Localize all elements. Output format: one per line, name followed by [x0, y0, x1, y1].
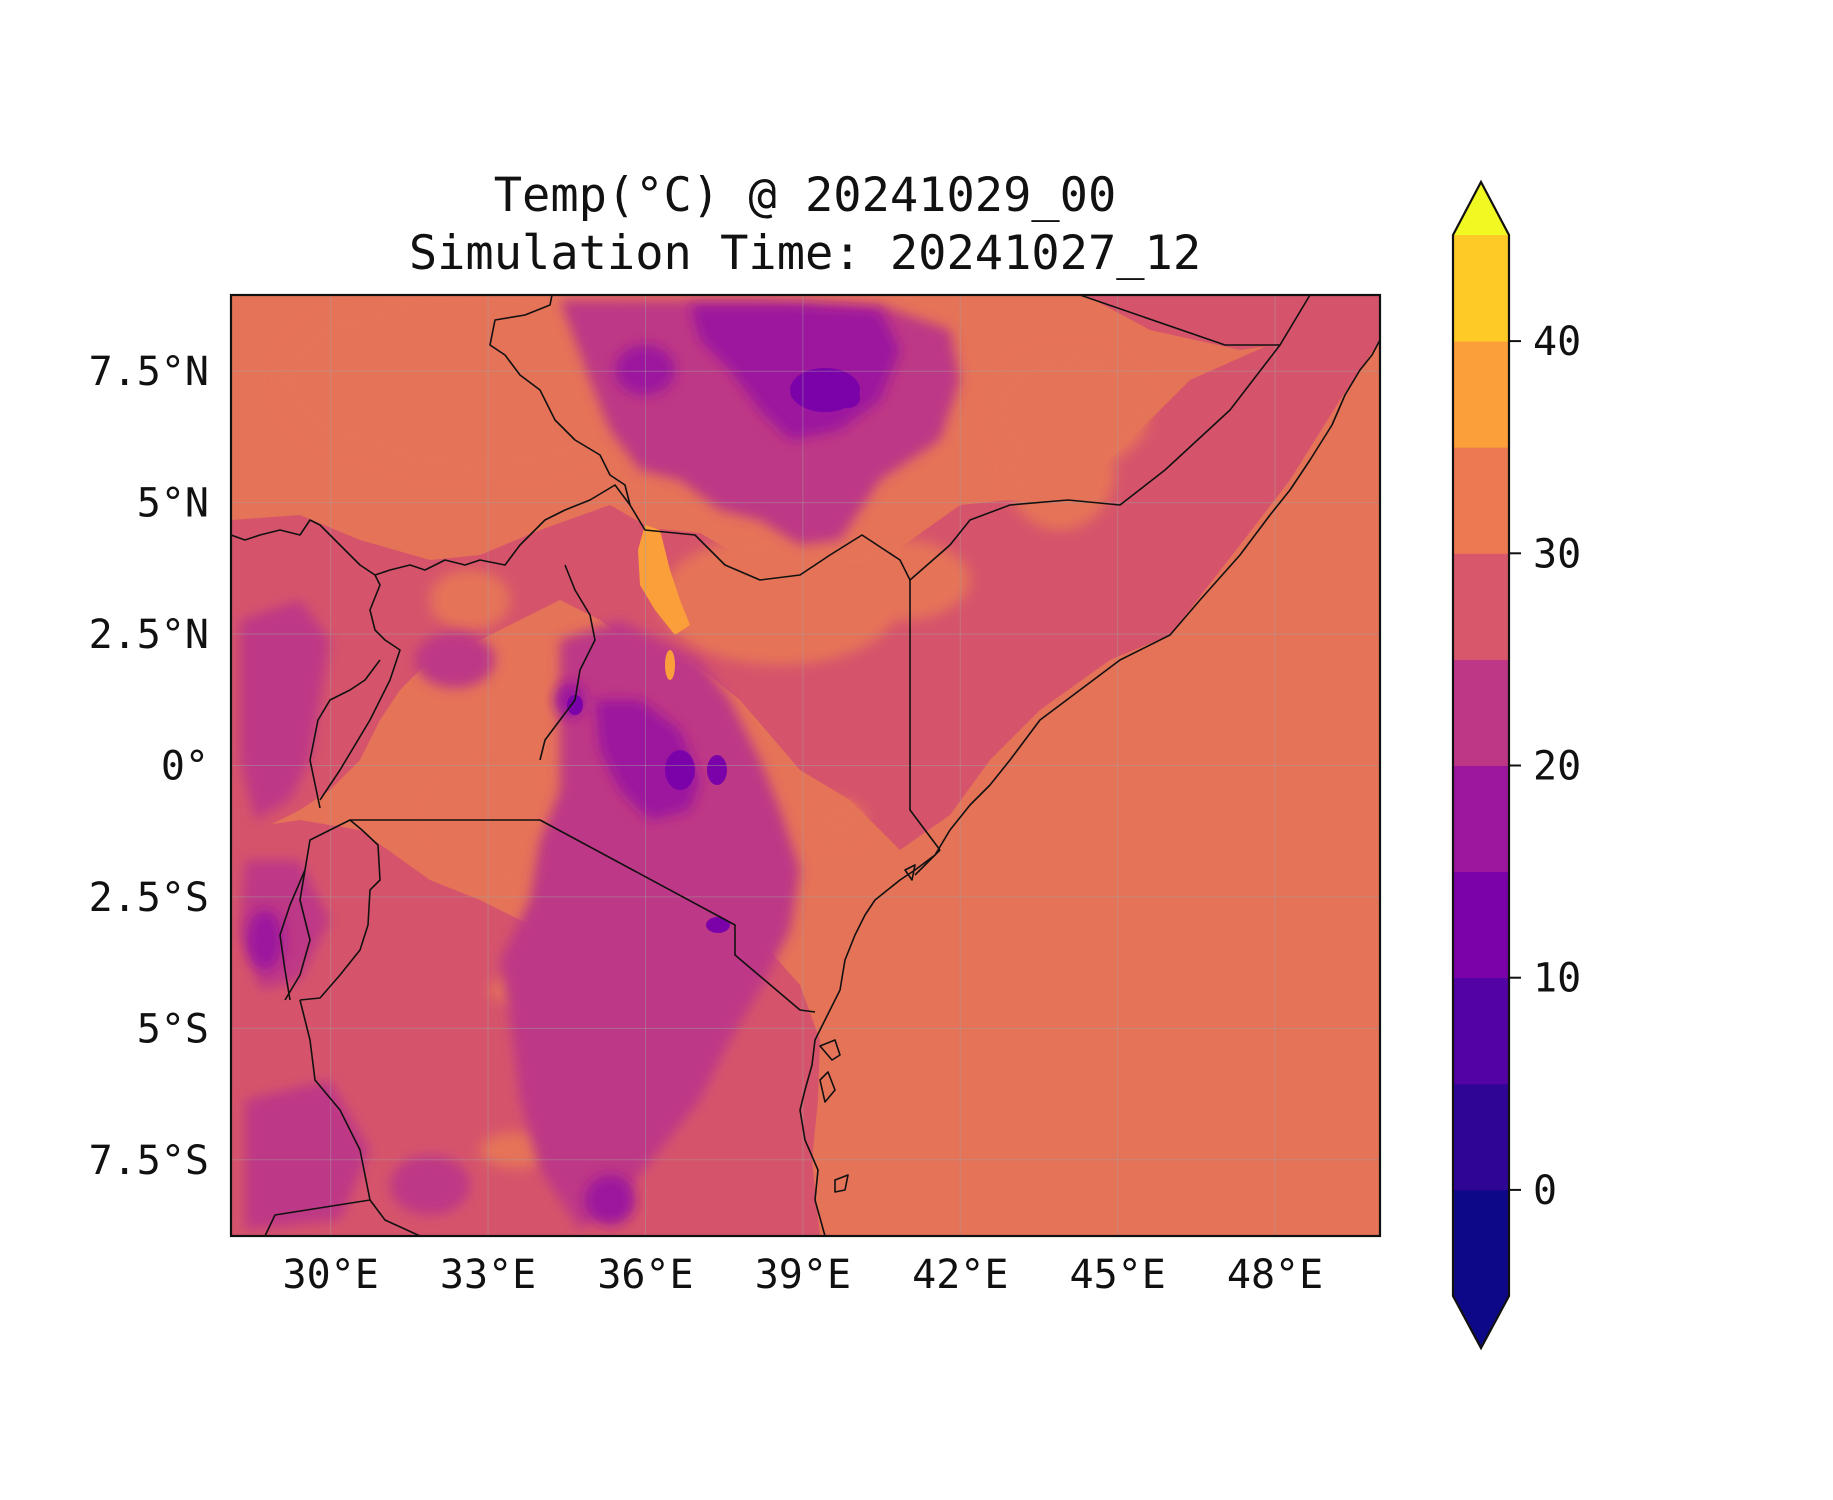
- x-tick-label: 30°E: [283, 1252, 379, 1298]
- temp-band-30-35: [638, 525, 690, 680]
- x-tick-label: 45°E: [1070, 1252, 1166, 1298]
- colorbar-tick-label: 40: [1533, 319, 1581, 365]
- colorbar-bin: [1453, 659, 1509, 766]
- map-gridlines: [231, 295, 1380, 1236]
- y-tick-label: 5°N: [137, 481, 209, 527]
- x-tick-label: 39°E: [755, 1252, 851, 1298]
- x-tick-label: 36°E: [597, 1252, 693, 1298]
- colorbar-bin: [1453, 1083, 1509, 1191]
- colorbar-bin: [1453, 871, 1509, 979]
- y-tick-label: 2.5°N: [89, 612, 209, 658]
- map-panel: [231, 295, 1380, 1236]
- x-axis-ticks: 30°E 33°E 36°E 39°E 42°E 45°E 48°E: [283, 1252, 1324, 1298]
- lake-victoria: [430, 752, 540, 895]
- coastline-and-borders: [231, 295, 1380, 1236]
- map-frame: [229, 293, 1382, 1238]
- x-tick-label: 33°E: [440, 1252, 536, 1298]
- colorbar-bin: [1453, 235, 1509, 342]
- colorbar-bin: [1453, 1189, 1509, 1297]
- colorbar-bin: [1453, 765, 1509, 873]
- y-tick-label: 5°S: [137, 1006, 209, 1052]
- colorbar: 0 10 20 30 40: [1451, 179, 1581, 1351]
- colorbar-tick-label: 30: [1533, 531, 1581, 577]
- colorbar-outline: [1451, 179, 1511, 1351]
- colorbar-tick-label: 20: [1533, 744, 1581, 790]
- colorbar-over-arrow: [1453, 182, 1509, 235]
- x-tick-label: 42°E: [912, 1252, 1008, 1298]
- y-tick-label: 7.5°S: [89, 1138, 209, 1184]
- colorbar-bin: [1453, 447, 1509, 554]
- temp-band-5-10: [567, 368, 860, 933]
- y-tick-label: 0°: [161, 744, 209, 790]
- map-title-line2: Simulation Time: 20241027_12: [408, 226, 1202, 281]
- y-axis-ticks: 7.5°N 5°N 2.5°N 0° 2.5°S 5°S 7.5°S: [89, 349, 209, 1184]
- y-tick-label: 7.5°N: [89, 349, 209, 395]
- colorbar-bin: [1453, 553, 1509, 660]
- x-tick-label: 48°E: [1227, 1252, 1323, 1298]
- colorbar-under-arrow: [1453, 1296, 1509, 1348]
- y-tick-label: 2.5°S: [89, 875, 209, 921]
- colorbar-bin: [1453, 341, 1509, 448]
- map-title-line1: Temp(°C) @ 20241029_00: [493, 168, 1117, 223]
- colorbar-tick-label: 0: [1533, 1168, 1557, 1214]
- colorbar-bin: [1453, 977, 1509, 1085]
- colorbar-tick-label: 10: [1533, 956, 1581, 1002]
